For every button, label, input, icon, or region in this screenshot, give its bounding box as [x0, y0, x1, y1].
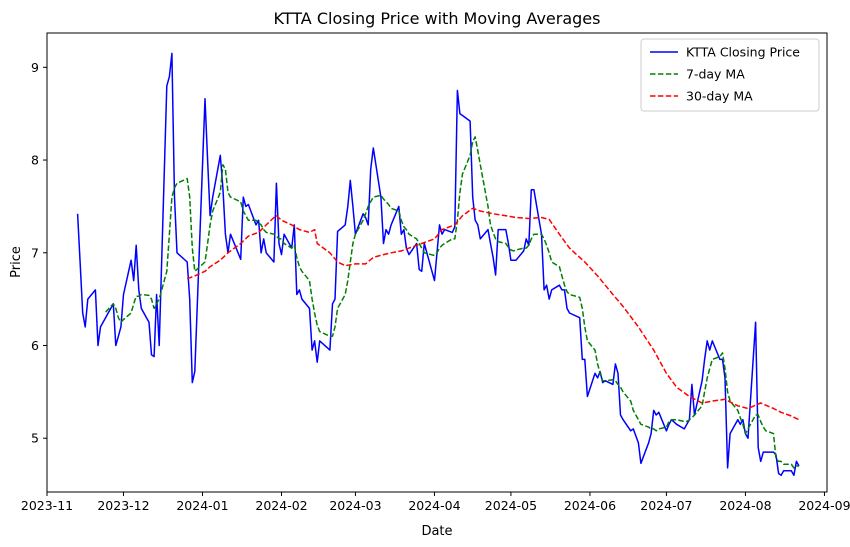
chart-title: KTTA Closing Price with Moving Averages — [274, 9, 601, 28]
x-axis-label: Date — [421, 524, 452, 539]
x-tick-label: 2024-09 — [798, 498, 850, 513]
y-tick-label: 5 — [31, 431, 39, 446]
y-tick-label: 7 — [31, 245, 39, 260]
x-tick-label: 2024-04 — [408, 498, 460, 513]
x-tick-label: 2024-05 — [485, 498, 537, 513]
series-layer — [76, 52, 800, 477]
x-tick-label: 2024-07 — [640, 498, 692, 513]
x-tick-label: 2024-06 — [564, 498, 616, 513]
x-axis: 2023-11 2023-12 2024-01 2024-02 2024-03 2024-… — [21, 492, 850, 513]
x-tick-label: 2023-11 — [21, 498, 73, 513]
legend-box — [640, 38, 820, 112]
series-line-1 — [76, 52, 800, 477]
y-axis-label: Price — [9, 246, 24, 278]
x-tick-label: 2024-03 — [329, 498, 381, 513]
legend-label-3: 30-day MA — [686, 89, 753, 104]
y-tick-label: 6 — [31, 338, 39, 353]
y-tick-label: 8 — [31, 153, 39, 168]
x-tick-label: 2023-12 — [97, 498, 149, 513]
legend-label-2: 7-day MA — [686, 67, 745, 82]
x-tick-label: 2024-08 — [719, 498, 771, 513]
series-line-2 — [105, 136, 799, 469]
y-tick-label: 9 — [31, 60, 39, 75]
series-line-3 — [186, 207, 800, 421]
x-tick-label: 2024-02 — [255, 498, 307, 513]
legend-label-1: KTTA Closing Price — [686, 45, 800, 60]
x-tick-label: 2024-01 — [176, 498, 228, 513]
plot-frame — [46, 32, 828, 493]
y-axis: 5 6 7 8 9 — [31, 60, 47, 446]
legend: KTTA Closing Price 7-day MA 30-day MA — [640, 38, 820, 112]
